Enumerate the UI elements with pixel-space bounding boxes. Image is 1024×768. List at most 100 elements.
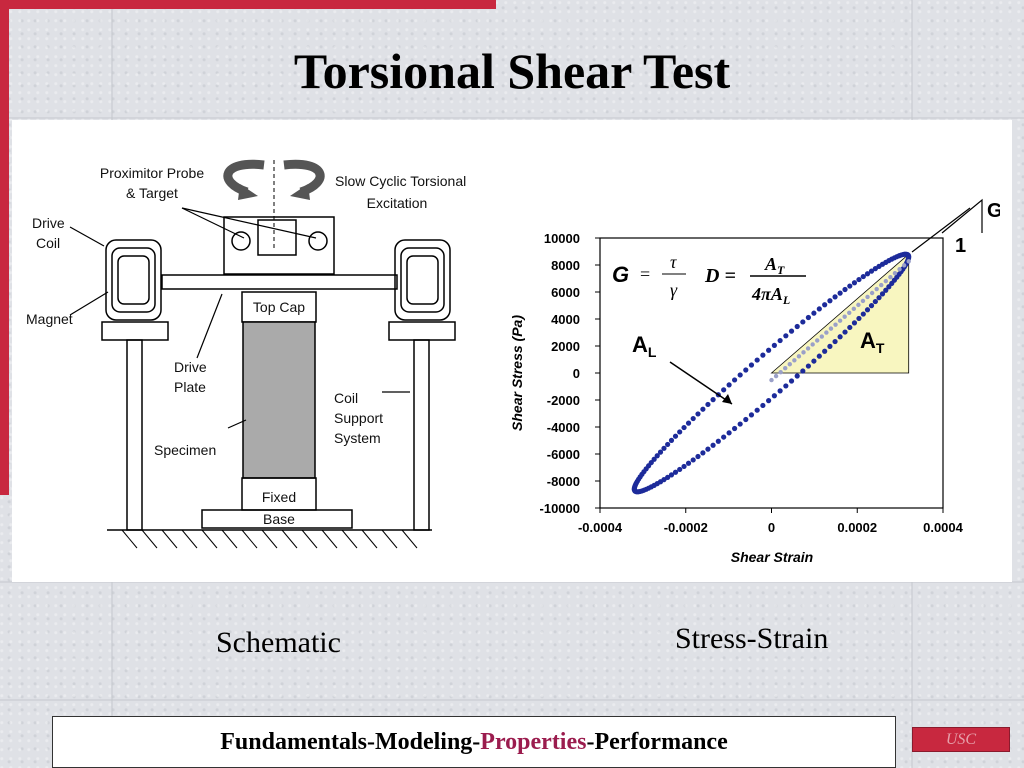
y-tick-label: 8000 (551, 258, 580, 273)
loading-path-point (805, 346, 811, 351)
loading-path-point (801, 350, 806, 355)
specimen-label: Specimen (154, 442, 216, 458)
loop-point (860, 311, 866, 317)
loading-path-point (856, 302, 861, 308)
loop-point (737, 372, 743, 378)
loop-point (783, 383, 789, 389)
y-tick-label: -2000 (547, 393, 580, 408)
loop-point (743, 416, 749, 423)
loop-point (690, 415, 696, 422)
loop-point (794, 373, 800, 379)
loop-point (732, 377, 738, 383)
footer-part1: Fundamentals-Modeling- (220, 728, 481, 755)
loop-point (681, 463, 687, 470)
loading-path-point (897, 267, 902, 272)
y-tick-label: 4000 (551, 312, 580, 327)
loading-path-point (815, 338, 820, 343)
loop-point (754, 357, 760, 363)
footer-banner: Fundamentals-Modeling- Properties -Perform… (52, 716, 896, 768)
loop-point (766, 398, 772, 404)
top-cap-label: Top Cap (253, 299, 305, 315)
loading-path-point (869, 290, 875, 296)
loop-point (794, 323, 800, 330)
y-tick-label: 6000 (551, 285, 580, 300)
y-tick-label: 0 (573, 366, 580, 381)
slope-run-label: 1 (955, 235, 966, 257)
loop-point (677, 429, 683, 435)
drive-plate-label-line2: Plate (174, 379, 206, 395)
loading-path-point (851, 306, 857, 312)
loop-point (788, 378, 795, 384)
magnet-label: Magnet (26, 311, 73, 327)
rotation-arrows-icon (223, 159, 325, 200)
loop-point (872, 298, 878, 305)
loading-path-point (874, 286, 879, 292)
loop-point (760, 402, 766, 409)
loop-point (748, 412, 755, 418)
fixed-base-label-line1: Fixed (262, 489, 296, 505)
loop-point (715, 438, 721, 444)
loop-point (672, 433, 679, 439)
g-formula-lhs: G (612, 262, 629, 287)
loop-point (811, 358, 817, 364)
y-tick-label: -4000 (547, 420, 580, 435)
loop-point (876, 295, 882, 301)
loading-path-point (906, 259, 911, 264)
proximitor-label-line2: & Target (126, 185, 178, 201)
loop-point (766, 347, 772, 353)
loop-point (842, 286, 848, 293)
loading-path-point (773, 373, 779, 379)
slope-modulus-label: G (987, 200, 1000, 222)
loop-point (777, 388, 783, 394)
loading-path-point (837, 318, 843, 323)
loop-point (771, 342, 777, 348)
loop-point (783, 333, 789, 339)
loading-path-point (842, 314, 847, 319)
triangle-area (770, 253, 910, 374)
loop-point (860, 273, 866, 280)
loop-point (695, 453, 701, 460)
usc-badge: USC (912, 727, 1010, 752)
excitation-label-line2: Excitation (367, 195, 428, 211)
loading-path-point (783, 365, 788, 371)
loop-point (864, 271, 871, 277)
loop-point (721, 387, 727, 393)
loading-path-point (819, 334, 825, 339)
g-formula-numerator: τ (670, 252, 677, 272)
y-tick-label: 10000 (544, 231, 580, 246)
x-tick-label: 0 (768, 520, 775, 535)
y-axis-label: Shear Stress (Pa) (509, 315, 525, 431)
loading-path-point (860, 298, 866, 304)
area-loop-pointer (669, 361, 733, 405)
hysteresis-loop (631, 251, 912, 495)
loop-point (732, 425, 738, 432)
loading-path-point (865, 294, 870, 300)
loading-path-point (792, 358, 797, 363)
loading-path-point (778, 369, 783, 375)
x-tick-label: 0.0002 (837, 520, 877, 535)
loop-point (668, 437, 675, 443)
loop-point (721, 434, 727, 440)
loading-path-point (888, 274, 893, 280)
coil-support-label-line3: System (334, 430, 381, 446)
loop-point (700, 450, 706, 456)
y-tick-label: -8000 (547, 474, 580, 489)
loop-point (847, 283, 853, 289)
loop-point (842, 329, 848, 335)
area-loop-label: AL (632, 332, 657, 360)
y-tick-label: -6000 (547, 447, 580, 462)
loop-point (827, 298, 833, 304)
loop-point (726, 382, 732, 388)
coil-support-label-line1: Coil (334, 390, 358, 406)
loop-point (668, 472, 675, 478)
x-tick-label: -0.0004 (578, 520, 623, 535)
loop-point (677, 466, 683, 473)
loop-point (657, 449, 664, 455)
loop-point (726, 430, 732, 436)
loading-path-point (787, 362, 792, 367)
loop-point (805, 314, 811, 321)
y-tick-label: 2000 (551, 339, 580, 354)
x-tick-label: -0.0002 (664, 520, 708, 535)
loading-path-point (810, 342, 815, 347)
slope-triangle (941, 198, 983, 234)
